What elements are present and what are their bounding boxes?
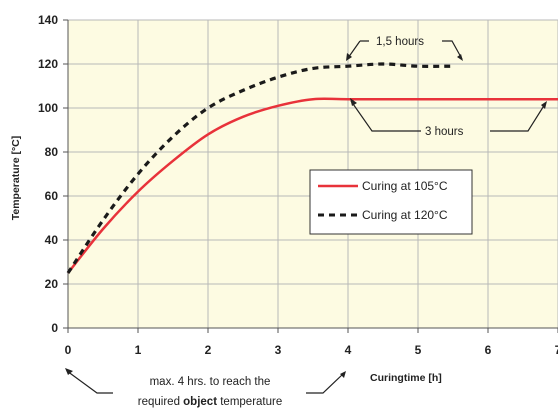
annotation-bottom-line2-post: temperature	[217, 396, 282, 408]
arrowhead-left-3	[350, 98, 357, 106]
legend-label-105: Curing at 105°C	[362, 179, 448, 193]
x-tick-label-6: 6	[485, 343, 492, 357]
arrowhead-right-1-5	[457, 54, 463, 61]
x-tick-label-4: 4	[345, 343, 352, 357]
x-tick-label-7: 7	[555, 343, 558, 357]
annotation-1-5-hours: 1,5 hours	[346, 36, 463, 61]
annotation-text-1-5-hours: 1,5 hours	[376, 36, 424, 48]
axes	[63, 19, 558, 333]
x-tick-label-0: 0	[65, 343, 72, 357]
arrowhead-right-bottom	[340, 371, 346, 378]
legend: Curing at 105°C Curing at 120°C	[309, 169, 473, 235]
x-tick-label-2: 2	[205, 343, 212, 357]
y-axis-label: Temperature [°C]	[10, 136, 22, 221]
arrowhead-left-1-5	[346, 53, 352, 61]
annotation-bottom-line1: max. 4 hrs. to reach the	[150, 376, 271, 388]
annotation-3-hours: 3 hours	[350, 98, 547, 138]
annotation-bracket-1-5	[347, 40, 463, 60]
series-line-105	[67, 97, 558, 274]
series-lines	[66, 62, 558, 274]
arrowhead-left-bottom	[65, 368, 73, 375]
x-tick-label-1: 1	[135, 343, 142, 357]
y-tick-label-120: 120	[38, 57, 58, 71]
annotation-bottom-line2: required object temperature	[138, 396, 282, 408]
y-tick-label-100: 100	[38, 101, 58, 115]
y-tick-label-140: 140	[38, 13, 58, 27]
y-tick-label-60: 60	[45, 189, 59, 203]
legend-box	[309, 169, 473, 235]
y-tick-label-20: 20	[45, 277, 59, 291]
tick-labels: 0 20 40 60 80 100 120 140 0 1 2 3 4 5 6 7	[38, 13, 558, 357]
x-tick-label-5: 5	[415, 343, 422, 357]
x-axis-label: Curingtime [h]	[370, 372, 442, 384]
x-tick-label-3: 3	[275, 343, 282, 357]
annotation-bracket-3	[350, 100, 546, 132]
y-tick-label-0: 0	[51, 321, 58, 335]
annotation-text-3-hours: 3 hours	[425, 126, 464, 138]
annotation-bracket-bottom	[66, 370, 344, 394]
y-tick-label-80: 80	[45, 145, 59, 159]
series-line-120	[66, 62, 454, 274]
arrowhead-right-3	[541, 101, 547, 109]
y-tick-label-40: 40	[45, 233, 59, 247]
annotation-bottom: max. 4 hrs. to reach the required object…	[65, 368, 346, 408]
annotation-bottom-line2-bold: object	[183, 396, 217, 408]
annotation-bottom-line2-pre: required	[138, 396, 183, 408]
legend-label-120: Curing at 120°C	[362, 208, 448, 222]
